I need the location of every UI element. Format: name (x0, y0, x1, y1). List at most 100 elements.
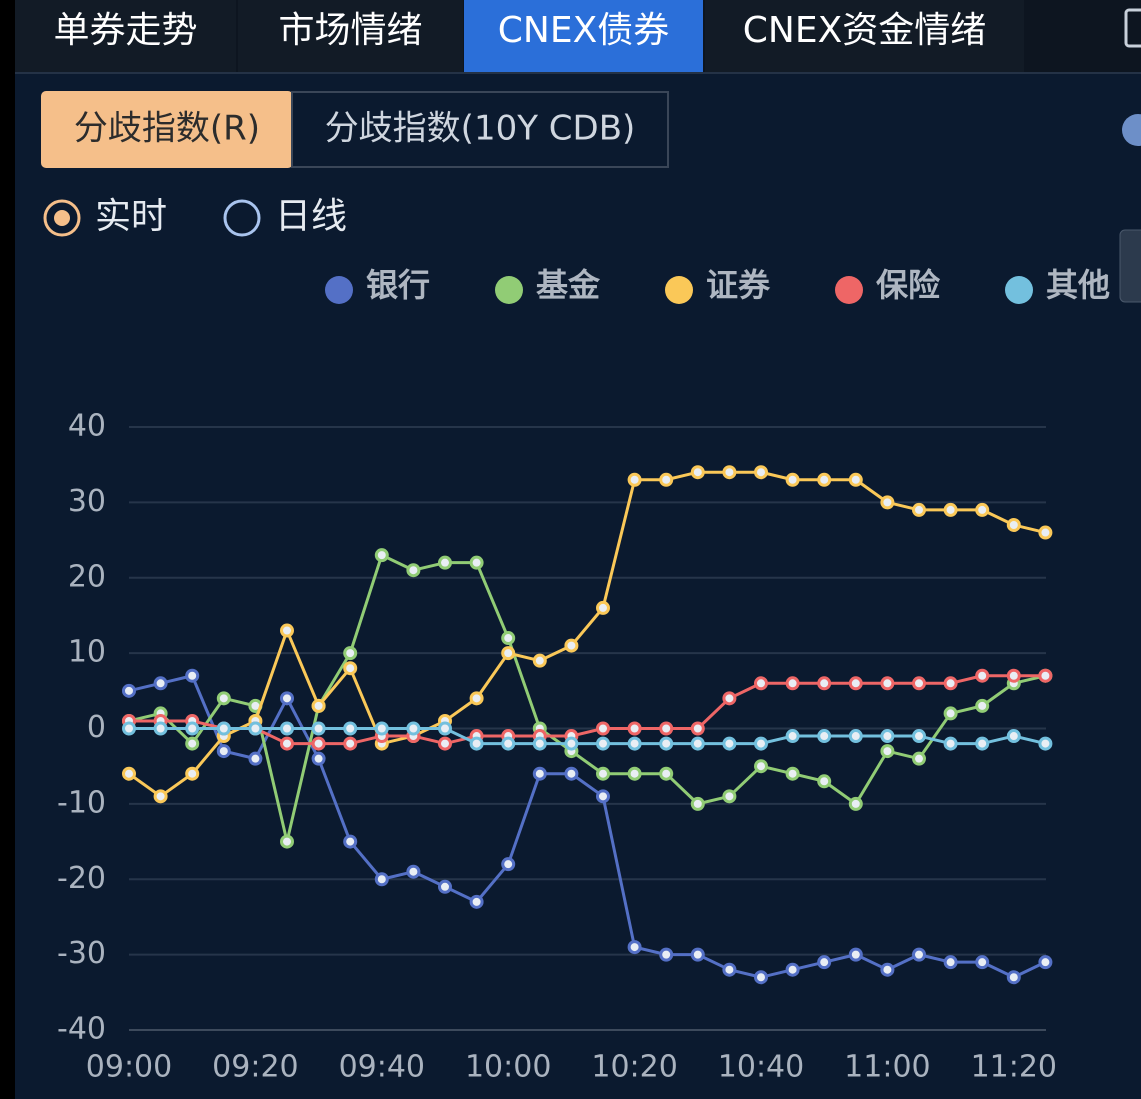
point (1038, 668, 1053, 683)
point (153, 721, 168, 736)
legend-marker[interactable] (1005, 276, 1033, 304)
tab-icon[interactable] (1124, 8, 1141, 48)
point (659, 472, 674, 487)
point (343, 661, 358, 676)
point (785, 472, 800, 487)
point (122, 766, 136, 781)
legend-label[interactable]: 其他 (1046, 266, 1110, 304)
point (880, 495, 895, 510)
point (785, 962, 800, 977)
point (690, 721, 705, 736)
point (785, 766, 800, 781)
point (311, 698, 326, 713)
point (406, 721, 421, 736)
point (627, 721, 642, 736)
legend-label[interactable]: 证券 (706, 266, 771, 304)
x-tick-label: 09:20 (212, 1050, 298, 1085)
tab[interactable] (238, 0, 463, 72)
point (311, 736, 326, 751)
point (185, 721, 200, 736)
point (912, 502, 926, 517)
point (153, 789, 168, 804)
point (975, 698, 990, 713)
tab[interactable] (464, 0, 703, 72)
x-tick-label: 10:40 (718, 1050, 804, 1085)
point (469, 555, 484, 570)
point (722, 789, 737, 804)
help-icon[interactable] (1122, 114, 1141, 146)
legend-marker[interactable] (325, 276, 353, 304)
point (122, 683, 136, 698)
point (848, 796, 863, 811)
point (311, 751, 326, 766)
y-tick-label: 0 (87, 710, 106, 745)
tab[interactable] (705, 0, 1024, 72)
tab-label: CNEX债券 (498, 10, 669, 51)
point (438, 736, 452, 751)
tab-label: 市场情绪 (278, 10, 422, 51)
legend-label[interactable]: 基金 (536, 266, 601, 304)
point (596, 789, 610, 804)
point (1006, 970, 1021, 985)
point (754, 465, 768, 480)
index-tab[interactable] (291, 91, 669, 168)
x-tick-label: 11:00 (844, 1050, 930, 1085)
point (785, 676, 800, 691)
point (532, 736, 547, 751)
point (690, 796, 705, 811)
point (912, 676, 926, 691)
legend-marker[interactable] (665, 276, 693, 304)
point (943, 676, 958, 691)
radio[interactable] (223, 199, 261, 237)
point (564, 638, 579, 653)
legend-marker[interactable] (495, 276, 523, 304)
point (280, 736, 294, 751)
point (627, 766, 642, 781)
point (817, 676, 832, 691)
y-tick-label: 30 (68, 484, 106, 519)
point (596, 736, 610, 751)
point (627, 472, 642, 487)
point (690, 947, 705, 962)
scroll-handle[interactable] (1119, 229, 1141, 303)
point (943, 502, 958, 517)
point (501, 736, 516, 751)
point (785, 729, 800, 744)
point (880, 744, 895, 759)
radio-dot (54, 210, 70, 226)
point (406, 864, 421, 879)
legend-label[interactable]: 银行 (366, 266, 430, 304)
y-tick-label: 40 (68, 409, 106, 444)
y-tick-label: -30 (57, 936, 106, 971)
point (153, 676, 168, 691)
point (280, 834, 294, 849)
point (1038, 955, 1053, 970)
point (659, 721, 674, 736)
point (627, 940, 642, 955)
point (343, 646, 358, 661)
legend-label[interactable]: 保险 (876, 266, 941, 304)
point (943, 736, 958, 751)
radio-label: 实时 (95, 196, 167, 237)
point (1038, 736, 1053, 751)
x-tick-label: 09:00 (86, 1050, 172, 1085)
point (880, 729, 895, 744)
point (912, 947, 926, 962)
point (501, 646, 516, 661)
legend-marker[interactable] (835, 276, 863, 304)
point (975, 502, 990, 517)
y-tick-label: 10 (68, 635, 106, 670)
point (975, 668, 990, 683)
x-tick-label: 09:40 (339, 1050, 425, 1085)
point (754, 759, 768, 774)
radio[interactable] (43, 199, 81, 237)
point (848, 729, 863, 744)
point (469, 736, 484, 751)
point (848, 947, 863, 962)
point (469, 894, 484, 909)
y-tick-label: -10 (57, 785, 106, 820)
tab[interactable] (15, 0, 236, 72)
point (248, 751, 263, 766)
